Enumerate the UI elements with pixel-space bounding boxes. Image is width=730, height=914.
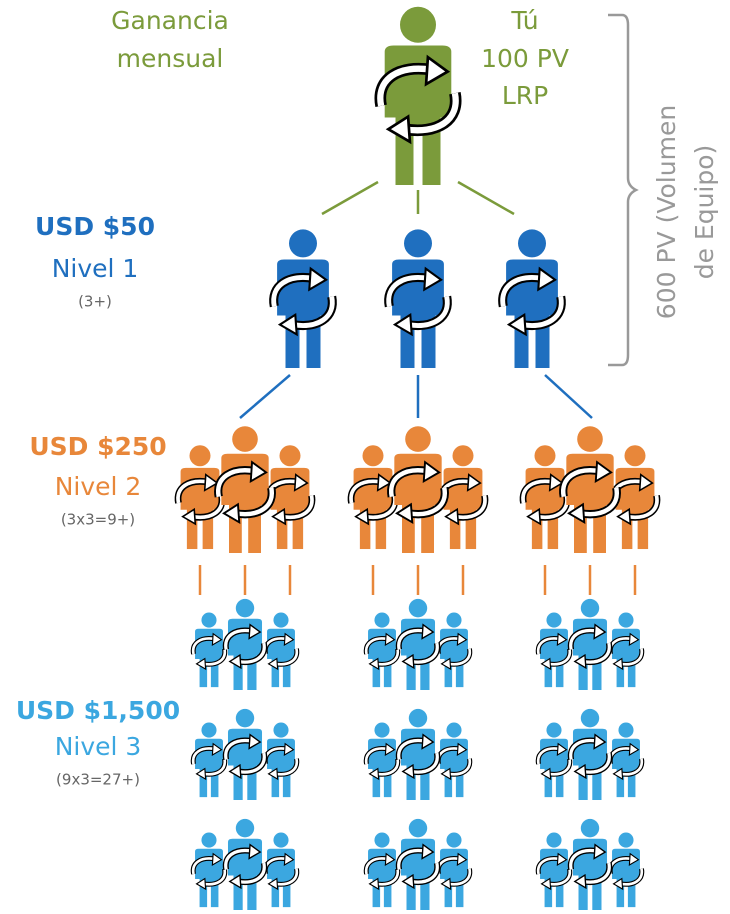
person-icon xyxy=(538,833,570,908)
earning-title: Ganancia xyxy=(111,6,229,35)
person-icon xyxy=(389,229,448,368)
person-icon xyxy=(380,7,455,185)
diagram: Ganancia mensual Tú 100 PV LRP 600 PV (V… xyxy=(0,0,730,914)
person-icon xyxy=(366,613,398,688)
team-volume: de Equipo) xyxy=(690,145,719,280)
you-label: LRP xyxy=(502,81,548,110)
person-icon xyxy=(226,599,265,690)
level-label: Nivel 1 xyxy=(52,254,139,283)
level-formula: (9x3=27+) xyxy=(56,771,140,789)
person-icon xyxy=(563,426,617,553)
level-earning: USD $1,500 xyxy=(16,696,180,725)
person-icon xyxy=(226,709,265,800)
person-icon xyxy=(366,723,398,798)
person-icon xyxy=(571,819,610,910)
level-earning: USD $50 xyxy=(35,212,155,241)
level-formula: (3x3=9+) xyxy=(61,511,135,529)
person-icon xyxy=(193,613,225,688)
people xyxy=(178,7,657,910)
person-icon xyxy=(366,833,398,908)
link xyxy=(322,182,378,214)
team-volume: 600 PV (Volumen xyxy=(652,105,681,319)
person-icon xyxy=(438,833,470,908)
person-icon xyxy=(571,599,610,690)
person-icon xyxy=(193,833,225,908)
level-label: Nivel 2 xyxy=(55,472,142,501)
person-icon xyxy=(538,613,570,688)
link xyxy=(458,182,514,214)
earning-title: mensual xyxy=(117,44,224,73)
person-icon xyxy=(265,613,297,688)
you-label: 100 PV xyxy=(481,44,569,73)
person-icon xyxy=(226,819,265,910)
person-icon xyxy=(218,426,272,553)
person-icon xyxy=(438,613,470,688)
person-icon xyxy=(391,426,445,553)
person-icon xyxy=(399,819,438,910)
person-icon xyxy=(274,229,333,368)
person-icon xyxy=(193,723,225,798)
person-icon xyxy=(265,723,297,798)
level-label: Nivel 3 xyxy=(55,732,142,761)
person-icon xyxy=(503,229,562,368)
level-formula: (3+) xyxy=(78,293,112,311)
person-icon xyxy=(399,599,438,690)
link xyxy=(545,375,592,418)
person-icon xyxy=(438,723,470,798)
person-icon xyxy=(610,613,642,688)
person-icon xyxy=(610,833,642,908)
person-icon xyxy=(399,709,438,800)
person-icon xyxy=(265,833,297,908)
level-earning: USD $250 xyxy=(29,432,166,461)
link xyxy=(240,375,290,418)
person-icon xyxy=(538,723,570,798)
bracket xyxy=(608,15,636,365)
person-icon xyxy=(571,709,610,800)
you-label: Tú xyxy=(510,6,538,35)
person-icon xyxy=(610,723,642,798)
